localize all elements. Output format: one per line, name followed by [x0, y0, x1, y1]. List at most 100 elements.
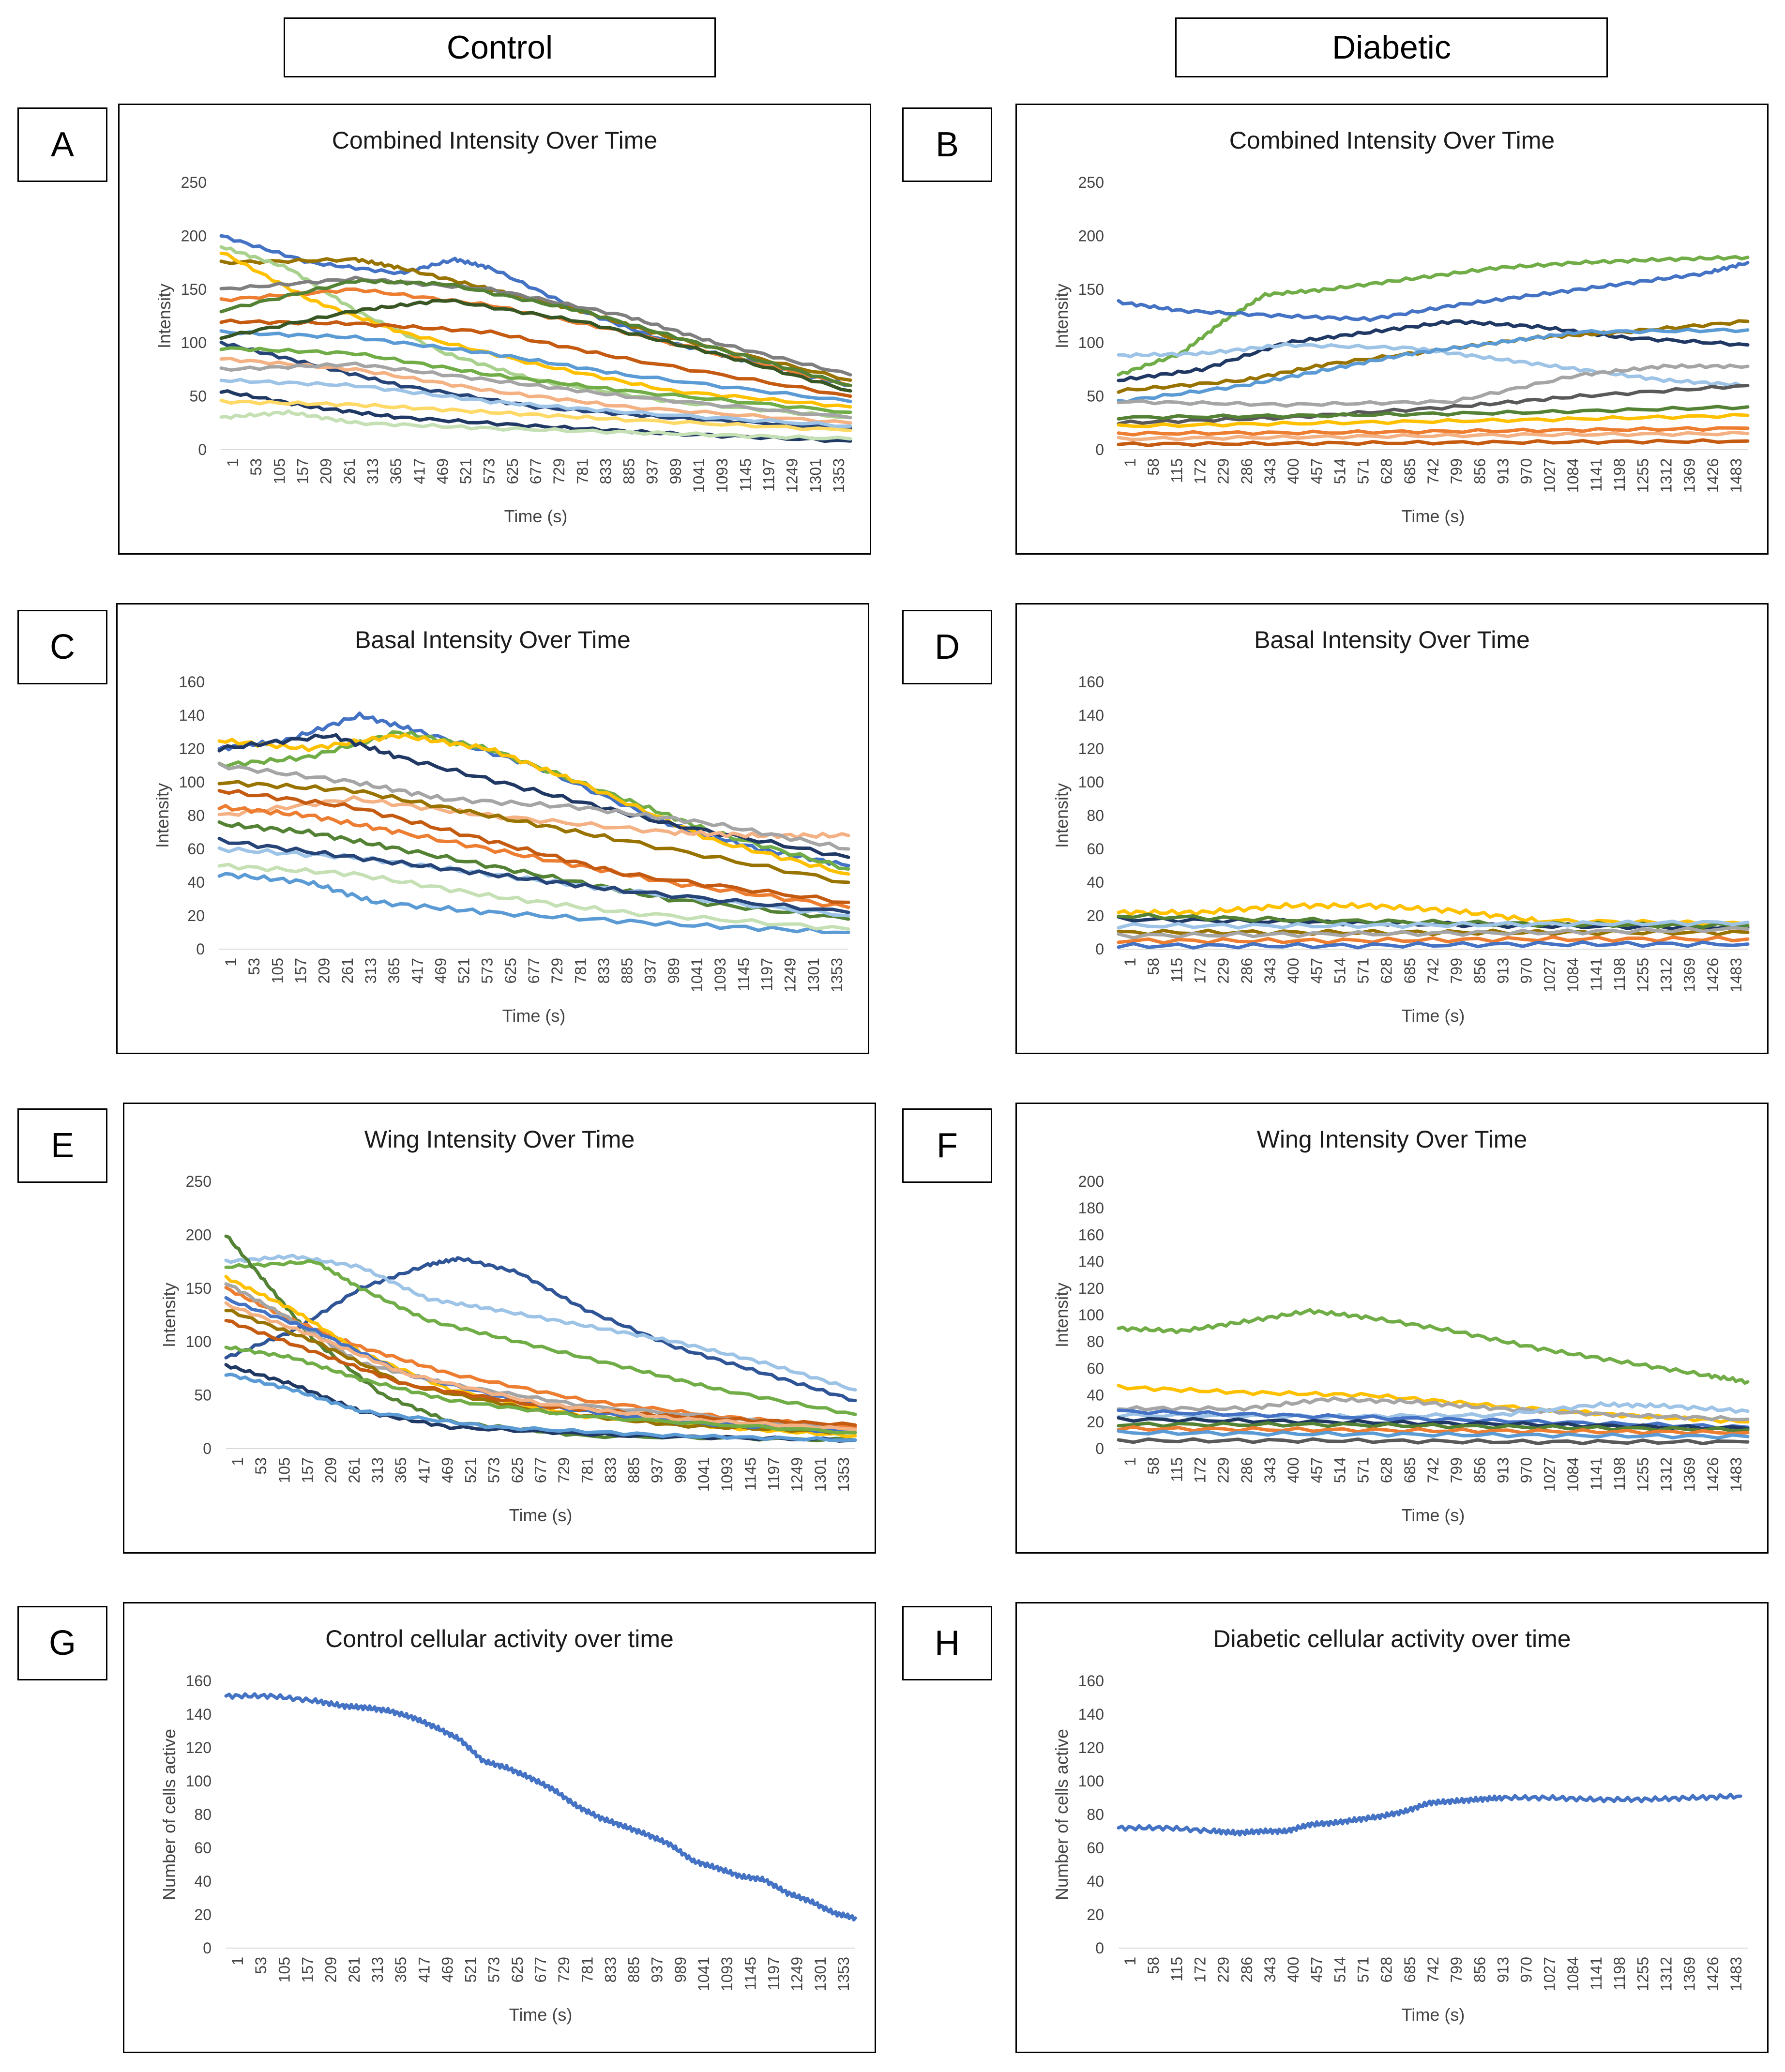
x-tick-label: 469 [432, 958, 449, 983]
x-tick-label: 989 [665, 958, 682, 983]
x-tick-label: 1145 [735, 958, 752, 991]
x-tick-label: 742 [1424, 458, 1442, 484]
x-tick-label: 1198 [1611, 1957, 1628, 1990]
x-tick-label: 989 [672, 1457, 689, 1483]
x-tick-label: 521 [455, 958, 473, 983]
x-tick-label: 1483 [1727, 1957, 1745, 1991]
x-tick-label: 1353 [835, 1457, 852, 1492]
y-axis-label: Intensity [154, 284, 174, 348]
series-line-cell-16 [219, 409, 852, 441]
x-tick-label: 628 [1378, 1457, 1395, 1483]
x-tick-label: 729 [555, 1457, 573, 1483]
x-axis-label: Time (s) [504, 506, 568, 526]
series-line-cell-7 [1117, 1421, 1750, 1433]
x-tick-label: 1369 [1681, 958, 1698, 992]
y-tick-label: 250 [181, 174, 207, 191]
x-tick-label: 343 [1261, 958, 1279, 983]
y-tick-label: 200 [1078, 227, 1104, 244]
series-line-cell-10 [219, 340, 852, 431]
x-tick-label: 365 [387, 458, 405, 484]
x-tick-label: 1301 [812, 1957, 829, 1991]
x-tick-label: 417 [415, 1457, 433, 1483]
x-tick-label: 989 [667, 458, 684, 484]
y-tick-label: 20 [1087, 1906, 1104, 1923]
x-tick-label: 469 [439, 1957, 456, 1982]
y-tick-label: 100 [1078, 1306, 1104, 1324]
y-tick-label: 150 [181, 281, 207, 298]
y-tick-label: 100 [1078, 1772, 1104, 1790]
y-tick-label: 120 [1078, 1280, 1104, 1297]
x-tick-label: 833 [602, 1957, 619, 1982]
y-tick-label: 40 [187, 874, 205, 891]
y-tick-label: 40 [1087, 874, 1104, 891]
x-tick-label: 685 [1401, 958, 1419, 983]
chart-b-title: Combined Intensity Over Time [1229, 127, 1555, 154]
x-tick-label: 53 [252, 1957, 270, 1974]
x-tick-label: 573 [485, 1457, 503, 1483]
series-line-cell-12 [1117, 438, 1750, 447]
x-tick-label: 400 [1285, 1957, 1302, 1982]
series-line-cell-7 [1117, 363, 1750, 408]
x-tick-label: 1197 [765, 1957, 782, 1990]
y-tick-label: 160 [1078, 673, 1104, 691]
series-line-cell-14 [219, 378, 852, 428]
series-line-cell-7 [217, 780, 850, 884]
x-tick-label: 1369 [1681, 1457, 1698, 1492]
x-tick-label: 400 [1285, 1457, 1302, 1483]
x-tick-label: 856 [1471, 458, 1488, 484]
chart-c-title: Basal Intensity Over Time [355, 626, 631, 653]
x-tick-label: 457 [1308, 458, 1325, 484]
x-tick-label: 573 [481, 458, 498, 484]
panel-label-a: A [17, 107, 107, 182]
x-tick-label: 677 [532, 1457, 549, 1483]
series-line-cell-7 [219, 278, 852, 387]
x-tick-label: 1249 [782, 958, 799, 992]
x-tick-label: 1249 [788, 1457, 806, 1492]
x-tick-label: 1426 [1704, 1457, 1722, 1492]
x-tick-label: 573 [485, 1957, 503, 1982]
series-line-cell-13 [224, 1301, 857, 1431]
x-tick-label: 729 [555, 1957, 573, 1982]
series-line-cell-6 [1117, 926, 1750, 940]
x-axis-label: Time (s) [1402, 2005, 1465, 2025]
x-tick-label: 469 [434, 458, 451, 484]
x-tick-label: 1197 [760, 458, 777, 492]
x-tick-label: 970 [1518, 458, 1535, 484]
series-line-cell-9 [217, 820, 850, 921]
x-tick-label: 856 [1471, 1457, 1488, 1483]
x-tick-label: 469 [439, 1457, 456, 1483]
y-tick-label: 250 [186, 1173, 212, 1190]
chart-f-title: Wing Intensity Over Time [1257, 1126, 1528, 1153]
x-tick-label: 1 [222, 958, 240, 967]
x-tick-label: 1353 [828, 958, 846, 992]
chart-f-wing-diabetic: Wing Intensity Over Time 0 20 40 60 80 100 120 1… [1015, 1103, 1769, 1554]
x-tick-label: 313 [364, 458, 381, 484]
x-tick-label: 913 [1494, 1457, 1512, 1483]
series-line-cell-8 [219, 318, 852, 398]
y-tick-label: 120 [1078, 1739, 1104, 1756]
x-tick-label: 799 [1448, 1457, 1465, 1483]
x-tick-label: 1312 [1657, 1457, 1675, 1492]
panel-label-e: E [17, 1108, 107, 1183]
x-tick-label: 729 [550, 458, 568, 484]
x-tick-label: 1255 [1634, 458, 1651, 493]
x-tick-label: 1027 [1541, 958, 1558, 992]
x-tick-label: 172 [1192, 958, 1209, 983]
series-line-cell-8 [1117, 1425, 1750, 1436]
x-tick-label: 313 [362, 958, 379, 983]
x-tick-label: 514 [1331, 458, 1348, 484]
y-tick-label: 120 [1078, 740, 1104, 757]
x-tick-label: 571 [1355, 458, 1372, 484]
x-tick-label: 1041 [695, 1957, 712, 1991]
y-tick-label: 120 [186, 1739, 212, 1756]
x-tick-label: 261 [339, 958, 356, 983]
x-tick-label: 229 [1215, 1957, 1232, 1982]
x-tick-label: 229 [1215, 1457, 1232, 1483]
series-line-cell-10 [1117, 426, 1750, 437]
x-tick-label: 1145 [741, 1457, 759, 1491]
series-line-cell-10 [217, 846, 850, 918]
y-tick-label: 60 [194, 1839, 212, 1857]
x-tick-label: 970 [1518, 1457, 1535, 1483]
x-tick-label: 400 [1285, 458, 1302, 484]
x-tick-label: 457 [1308, 1957, 1325, 1982]
